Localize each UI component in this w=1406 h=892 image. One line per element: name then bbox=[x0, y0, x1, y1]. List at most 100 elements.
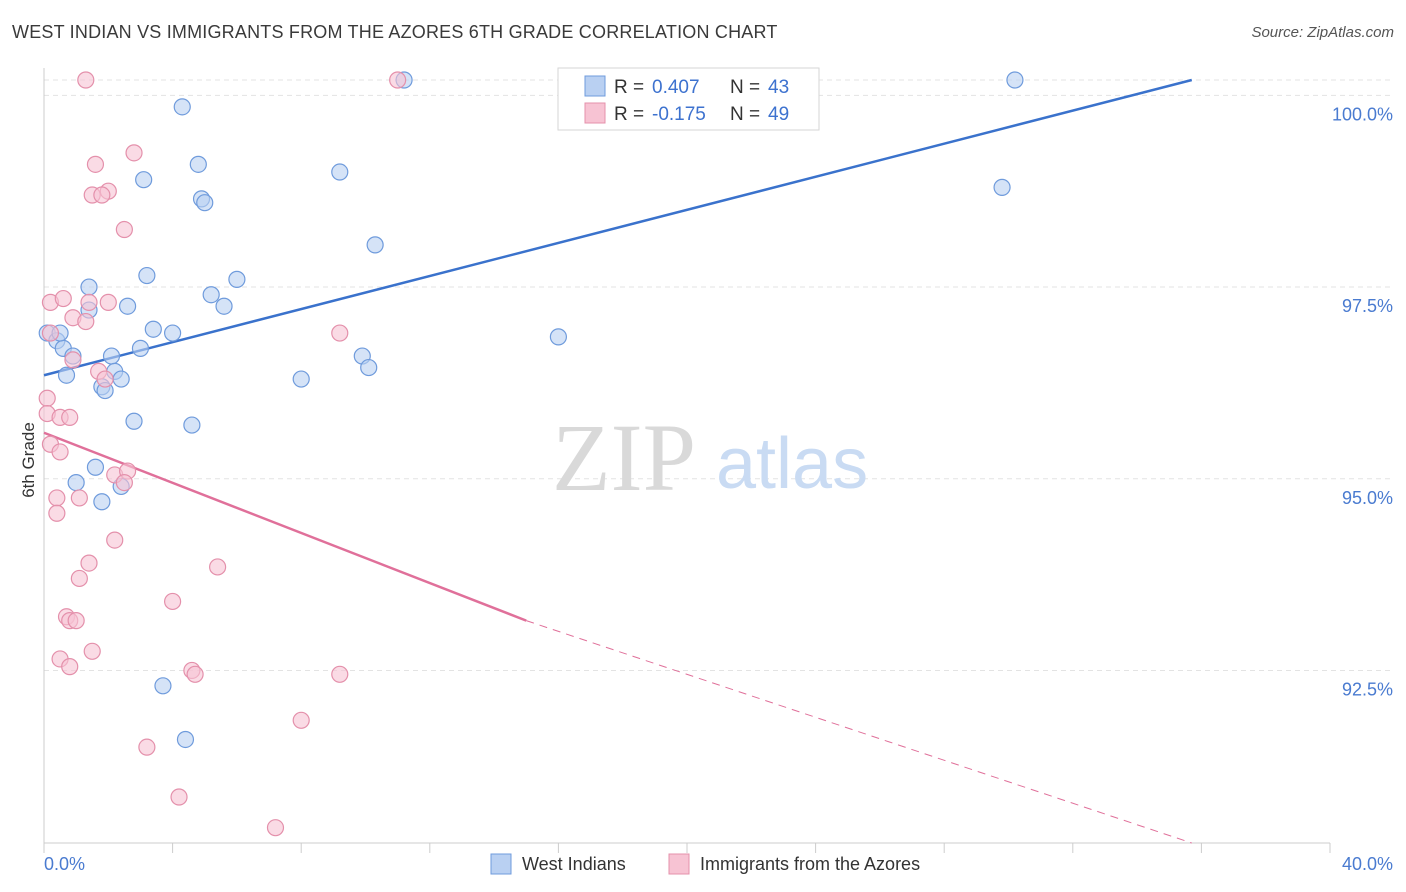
azores-point-48 bbox=[266, 819, 285, 837]
legend-n-value-2: 49 bbox=[768, 104, 789, 125]
west-indian-point-27 bbox=[360, 358, 378, 377]
azores-point-32 bbox=[80, 554, 98, 572]
west-indian-point-11 bbox=[112, 370, 130, 388]
watermark: ZIP atlas bbox=[552, 404, 868, 511]
bottom-legend-swatch-blue bbox=[490, 853, 512, 875]
y-tick-label-0: 92.5% bbox=[1342, 679, 1393, 699]
azores-point-31 bbox=[106, 531, 124, 549]
legend-n-label-2: N = bbox=[730, 104, 760, 125]
west-indian-point-38 bbox=[549, 328, 568, 346]
west-indian-point-31 bbox=[86, 458, 105, 476]
azores-point-6 bbox=[93, 186, 111, 204]
west-indian-point-32 bbox=[67, 473, 85, 492]
y-axis-label: 6th Grade bbox=[19, 422, 38, 498]
west-indian-point-13 bbox=[138, 266, 156, 285]
azores-point-38 bbox=[67, 612, 85, 630]
legend-n-value-1: 43 bbox=[768, 77, 789, 98]
azores-point-9 bbox=[54, 289, 72, 308]
chart-source: Source: ZipAtlas.com bbox=[1251, 24, 1394, 41]
legend-r-value-2: -0.175 bbox=[652, 104, 706, 125]
west-indian-point-25 bbox=[366, 236, 384, 254]
azores-point-27 bbox=[115, 473, 133, 492]
azores-point-2 bbox=[125, 144, 143, 162]
west-indian-point-7 bbox=[118, 297, 137, 315]
azores-point-29 bbox=[70, 489, 88, 507]
y-tick-labels: 92.5% 95.0% 97.5% 100.0% bbox=[1332, 104, 1393, 699]
azores-point-34 bbox=[70, 569, 88, 588]
x-tick-label-1: 40.0% bbox=[1342, 854, 1393, 874]
watermark-atlas: atlas bbox=[716, 424, 868, 504]
west-indian-point-29 bbox=[125, 412, 143, 430]
azores-point-1 bbox=[389, 71, 407, 89]
x-tick-labels: 0.0% 40.0% bbox=[44, 854, 1393, 874]
legend-swatch-blue bbox=[584, 75, 606, 97]
west-indian-point-8 bbox=[102, 347, 121, 365]
azores-point-3 bbox=[86, 155, 105, 173]
azores-point-24 bbox=[51, 443, 69, 461]
bottom-legend-swatch-pink bbox=[668, 853, 690, 875]
data-points bbox=[38, 71, 1024, 837]
azores-trend-line bbox=[43, 431, 527, 622]
azores-point-45 bbox=[292, 711, 310, 729]
azores-point-30 bbox=[48, 504, 66, 522]
legend-n-label-1: N = bbox=[730, 77, 760, 98]
west-indian-point-9 bbox=[131, 339, 150, 357]
west-indian-point-19 bbox=[196, 194, 214, 212]
x-tick-label-0: 0.0% bbox=[44, 854, 85, 874]
azores-point-35 bbox=[164, 592, 182, 611]
azores-point-7 bbox=[115, 220, 133, 239]
azores-point-14 bbox=[331, 324, 349, 342]
bottom-legend-label-azores: Immigrants from the Azores bbox=[700, 854, 920, 874]
axes bbox=[43, 68, 1331, 853]
west-indian-point-28 bbox=[292, 370, 310, 388]
west-indian-point-34 bbox=[93, 493, 111, 511]
legend-r-value-1: 0.407 bbox=[652, 77, 700, 98]
azores-point-15 bbox=[41, 324, 60, 342]
y-tick-label-1: 95.0% bbox=[1342, 488, 1393, 508]
legend-swatch-pink bbox=[584, 102, 606, 124]
azores-point-0 bbox=[77, 71, 95, 89]
west-indian-point-40 bbox=[176, 730, 195, 749]
west-indian-point-24 bbox=[331, 163, 349, 181]
azores-point-19 bbox=[38, 389, 56, 407]
west-indian-point-5 bbox=[80, 278, 98, 296]
bottom-legend: West Indians Immigrants from the Azores bbox=[490, 853, 920, 875]
azores-point-33 bbox=[209, 558, 227, 576]
west-indian-trend-line bbox=[43, 78, 1193, 377]
west-indian-point-21 bbox=[202, 286, 220, 304]
west-indian-point-20 bbox=[135, 171, 153, 189]
azores-point-13 bbox=[77, 312, 95, 331]
west-indian-point-14 bbox=[144, 320, 162, 338]
west-indian-point-16 bbox=[173, 98, 191, 116]
azores-point-43 bbox=[186, 665, 204, 683]
azores-point-47 bbox=[170, 788, 188, 806]
legend-r-label-2: R = bbox=[614, 104, 644, 125]
azores-point-44 bbox=[331, 665, 349, 683]
azores-point-16 bbox=[64, 351, 82, 369]
west-indian-point-37 bbox=[993, 178, 1011, 196]
y-tick-label-3: 100.0% bbox=[1332, 104, 1393, 124]
west-indian-point-22 bbox=[215, 297, 233, 315]
west-indian-point-23 bbox=[228, 270, 246, 288]
azores-point-46 bbox=[138, 738, 156, 756]
west-indian-point-4 bbox=[57, 366, 76, 384]
west-indian-point-36 bbox=[1006, 71, 1024, 89]
y-tick-label-2: 97.5% bbox=[1342, 296, 1393, 316]
azores-trend-extension bbox=[526, 620, 1192, 844]
azores-point-41 bbox=[61, 658, 79, 676]
azores-point-22 bbox=[61, 408, 79, 427]
gridlines bbox=[44, 79, 1390, 671]
legend-box: R = 0.407 N = 43 R = -0.175 N = 49 bbox=[557, 67, 820, 131]
azores-point-28 bbox=[48, 489, 66, 507]
watermark-zip: ZIP bbox=[552, 404, 696, 511]
azores-point-18 bbox=[96, 370, 114, 388]
legend-r-label-1: R = bbox=[614, 77, 644, 98]
west-indian-point-15 bbox=[164, 324, 182, 342]
azores-point-39 bbox=[83, 642, 101, 660]
west-indian-point-30 bbox=[183, 416, 201, 434]
bottom-legend-label-west-indians: West Indians bbox=[522, 854, 626, 874]
west-indian-point-17 bbox=[189, 155, 207, 173]
west-indian-point-39 bbox=[154, 677, 172, 695]
azores-point-11 bbox=[99, 293, 117, 311]
